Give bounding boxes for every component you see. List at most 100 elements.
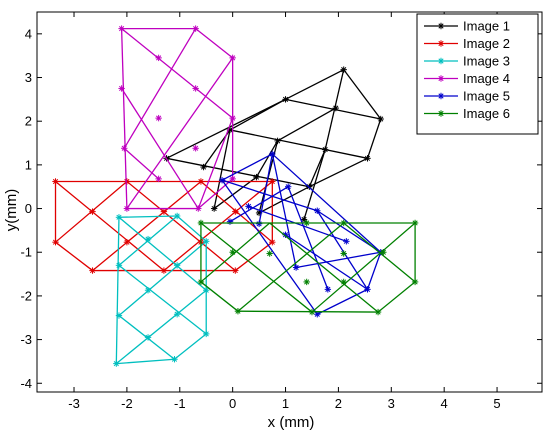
data-point-marker xyxy=(269,238,276,246)
data-point-marker xyxy=(284,183,292,190)
series-line-segment xyxy=(115,289,207,365)
series-line-segment xyxy=(229,186,289,223)
data-point-marker xyxy=(314,207,321,214)
data-point-marker xyxy=(303,278,310,286)
x-tick-label: 3 xyxy=(388,396,395,411)
series-line-segment xyxy=(308,149,326,187)
series-line-segment xyxy=(123,28,197,149)
data-point-marker xyxy=(118,85,125,92)
y-tick-label: -2 xyxy=(20,288,32,303)
series-2 xyxy=(52,178,276,274)
x-tick-label: -1 xyxy=(174,396,186,411)
series-line-segment xyxy=(343,69,382,120)
legend-label: Image 1 xyxy=(463,19,510,34)
data-point-marker xyxy=(303,219,310,227)
data-point-marker xyxy=(292,264,300,271)
data-point-marker xyxy=(340,278,347,286)
data-point-marker xyxy=(229,114,236,122)
series-line-segment xyxy=(126,180,236,272)
series-line-segment xyxy=(287,186,329,290)
x-tick-label: 1 xyxy=(282,396,289,411)
data-point-marker xyxy=(144,334,152,341)
data-point-marker xyxy=(89,208,96,215)
data-point-marker xyxy=(269,178,276,185)
data-point-marker xyxy=(245,203,252,210)
data-point-marker xyxy=(171,356,178,363)
data-point-marker xyxy=(234,307,242,315)
data-point-marker xyxy=(123,238,131,246)
data-point-marker xyxy=(377,115,384,123)
data-point-marker xyxy=(210,205,218,212)
series-line-segment xyxy=(277,107,337,142)
series-line-segment xyxy=(269,222,379,313)
data-point-marker xyxy=(173,262,181,269)
series-line-segment xyxy=(166,98,286,159)
data-point-marker xyxy=(340,219,347,227)
series-line-segment xyxy=(221,179,318,315)
series-line-segment xyxy=(118,264,207,335)
data-point-marker xyxy=(321,146,329,153)
data-point-marker xyxy=(226,218,234,225)
x-tick-label: 5 xyxy=(493,396,500,411)
series-line-segment xyxy=(174,333,207,360)
x-tick-label: -2 xyxy=(121,396,133,411)
data-point-marker xyxy=(411,278,419,286)
series-line-segment xyxy=(255,140,279,178)
series-line-segment xyxy=(213,176,257,210)
legend-item: Image 2 xyxy=(424,36,510,51)
series-line-segment xyxy=(200,222,313,313)
series-line-segment xyxy=(258,153,273,224)
y-tick-label: -3 xyxy=(20,332,32,347)
series-line-segment xyxy=(316,288,368,315)
series-line-segment xyxy=(285,234,368,290)
series-line-segment xyxy=(271,153,297,268)
data-point-marker xyxy=(123,205,131,212)
series-3 xyxy=(113,212,210,367)
legend: Image 1 Image 2 Image 3 Image 4 Image 5 Image… xyxy=(416,13,539,135)
series-line-segment xyxy=(195,28,234,59)
series-line-segment xyxy=(221,179,318,212)
data-point-marker xyxy=(232,208,239,215)
data-point-marker xyxy=(173,212,181,220)
y-tick-label: 3 xyxy=(25,70,32,85)
series-4 xyxy=(118,25,236,212)
data-point-marker xyxy=(200,163,207,171)
data-point-marker xyxy=(340,66,347,73)
data-point-marker xyxy=(52,238,59,246)
series-line-segment xyxy=(121,28,234,119)
data-point-marker xyxy=(332,104,339,112)
axes: -3 -2 -1 0 1 2 3 4 5 -4 -3 -2 -1 0 1 2 3 4 xyxy=(20,11,543,411)
data-point-marker xyxy=(52,178,59,185)
y-tick-label: 4 xyxy=(25,26,32,41)
data-point-marker xyxy=(197,178,205,185)
data-point-marker xyxy=(197,219,205,227)
axes-frame xyxy=(36,11,543,393)
data-point-marker xyxy=(380,249,387,256)
series-5 xyxy=(218,150,384,318)
series-6 xyxy=(197,219,419,316)
series-line-segment xyxy=(248,205,347,242)
legend-item: Image 6 xyxy=(424,106,510,121)
legend-label: Image 4 xyxy=(463,71,510,86)
data-point-marker xyxy=(195,205,202,212)
data-point-marker xyxy=(364,155,371,162)
series-line-segment xyxy=(55,180,165,272)
data-point-marker xyxy=(192,85,199,92)
y-tick-label: -4 xyxy=(20,376,32,391)
data-point-marker xyxy=(118,25,125,32)
series-line-segment xyxy=(316,210,369,290)
series-line-segment xyxy=(377,281,416,313)
data-point-marker xyxy=(364,286,371,293)
series-line-segment xyxy=(118,215,178,218)
legend-item: Image 5 xyxy=(424,89,510,104)
y-axis-label: y(mm) xyxy=(3,189,20,231)
data-point-marker xyxy=(218,176,226,184)
x-tick-label: -3 xyxy=(68,396,80,411)
data-point-marker xyxy=(89,267,96,274)
series-line-segment xyxy=(343,222,416,283)
data-point-marker xyxy=(144,287,152,294)
data-point-marker xyxy=(269,150,276,158)
data-point-marker xyxy=(192,25,199,32)
legend-item: Image 1 xyxy=(424,19,510,34)
series-line-segment xyxy=(118,216,207,291)
